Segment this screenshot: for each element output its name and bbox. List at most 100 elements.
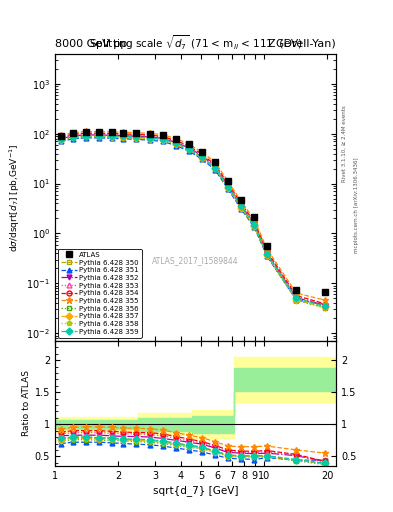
Line: Pythia 6.428 356: Pythia 6.428 356 [59,134,327,310]
Line: Pythia 6.428 359: Pythia 6.428 359 [59,133,327,309]
Pythia 6.428 356 [97,134,102,140]
ATLAS [264,243,269,249]
ATLAS [294,287,299,293]
Pythia 6.428 357 [110,134,114,140]
Pythia 6.428 352 [226,183,230,189]
Pythia 6.428 352 [110,132,114,138]
Pythia 6.428 354 [323,301,327,307]
Pythia 6.428 350 [160,136,165,142]
Pythia 6.428 358 [147,135,152,141]
Text: Z (Drell-Yan): Z (Drell-Yan) [268,38,336,49]
Pythia 6.428 359 [173,140,178,146]
ATLAS [84,129,88,135]
Pythia 6.428 352 [160,135,165,141]
Pythia 6.428 356 [226,185,230,191]
Pythia 6.428 354 [252,219,257,225]
Pythia 6.428 358 [173,140,178,146]
Pythia 6.428 355 [110,129,114,135]
Pythia 6.428 359 [59,136,64,142]
Pythia 6.428 352 [323,303,327,309]
Pythia 6.428 358 [264,251,269,258]
Pythia 6.428 353 [147,133,152,139]
Pythia 6.428 359 [71,134,75,140]
Pythia 6.428 351 [264,253,269,259]
Pythia 6.428 359 [252,222,257,228]
Pythia 6.428 357 [213,164,217,170]
Pythia 6.428 357 [134,135,139,141]
Line: Pythia 6.428 351: Pythia 6.428 351 [59,135,327,307]
Pythia 6.428 357 [160,137,165,143]
Pythia 6.428 354 [239,200,244,206]
Pythia 6.428 358 [71,134,75,140]
Pythia 6.428 355 [147,131,152,137]
Pythia 6.428 357 [97,134,102,140]
Pythia 6.428 351 [294,296,299,303]
Pythia 6.428 352 [121,133,126,139]
Pythia 6.428 353 [134,132,139,138]
Text: mcplots.cern.ch [arXiv:1306.3436]: mcplots.cern.ch [arXiv:1306.3436] [354,157,359,252]
Pythia 6.428 358 [323,304,327,310]
Legend: ATLAS, Pythia 6.428 350, Pythia 6.428 351, Pythia 6.428 352, Pythia 6.428 353, P: ATLAS, Pythia 6.428 350, Pythia 6.428 35… [59,249,142,337]
Pythia 6.428 356 [173,141,178,147]
Pythia 6.428 358 [59,136,64,142]
Pythia 6.428 353 [97,131,102,137]
Pythia 6.428 351 [71,136,75,142]
Pythia 6.428 356 [264,252,269,259]
Pythia 6.428 350 [84,132,88,138]
Pythia 6.428 355 [252,217,257,223]
Pythia 6.428 359 [160,136,165,142]
Pythia 6.428 359 [264,251,269,257]
Pythia 6.428 356 [213,165,217,172]
Pythia 6.428 354 [213,162,217,168]
X-axis label: sqrt{d_7} [GeV]: sqrt{d_7} [GeV] [153,485,238,496]
Pythia 6.428 352 [187,145,191,151]
Pythia 6.428 354 [160,134,165,140]
Pythia 6.428 351 [200,156,204,162]
Pythia 6.428 356 [147,136,152,142]
Pythia 6.428 354 [134,131,139,137]
Line: Pythia 6.428 355: Pythia 6.428 355 [58,128,329,304]
ATLAS [110,130,114,136]
Pythia 6.428 353 [84,131,88,137]
Pythia 6.428 356 [134,135,139,141]
Pythia 6.428 357 [173,141,178,147]
Pythia 6.428 354 [187,143,191,149]
ATLAS [71,130,75,136]
Pythia 6.428 356 [323,305,327,311]
Pythia 6.428 355 [294,290,299,296]
Pythia 6.428 354 [200,151,204,157]
Pythia 6.428 350 [71,134,75,140]
Pythia 6.428 354 [84,130,88,136]
Y-axis label: d$\sigma$/dsqrt[$d_7$] [pb,GeV$^{-1}$]: d$\sigma$/dsqrt[$d_7$] [pb,GeV$^{-1}$] [8,143,22,251]
Pythia 6.428 356 [71,135,75,141]
Pythia 6.428 352 [59,136,64,142]
Pythia 6.428 351 [252,224,257,230]
Pythia 6.428 351 [187,148,191,154]
Pythia 6.428 354 [147,132,152,138]
Pythia 6.428 356 [239,205,244,211]
ATLAS [160,132,165,138]
Pythia 6.428 353 [187,143,191,150]
Pythia 6.428 352 [97,132,102,138]
Pythia 6.428 357 [187,146,191,152]
Pythia 6.428 359 [84,133,88,139]
Pythia 6.428 356 [187,147,191,153]
ATLAS [239,197,244,203]
Pythia 6.428 356 [59,137,64,143]
Pythia 6.428 358 [121,134,126,140]
Line: Pythia 6.428 354: Pythia 6.428 354 [59,131,327,306]
Pythia 6.428 357 [121,134,126,140]
Pythia 6.428 353 [110,131,114,137]
ATLAS [252,215,257,221]
Pythia 6.428 352 [239,203,244,209]
Pythia 6.428 355 [97,129,102,135]
Pythia 6.428 353 [200,152,204,158]
Pythia 6.428 352 [264,250,269,257]
Pythia 6.428 351 [213,166,217,173]
Pythia 6.428 356 [84,134,88,140]
Pythia 6.428 352 [213,163,217,169]
Pythia 6.428 352 [147,134,152,140]
Pythia 6.428 350 [134,134,139,140]
Pythia 6.428 357 [226,184,230,190]
Pythia 6.428 350 [110,133,114,139]
